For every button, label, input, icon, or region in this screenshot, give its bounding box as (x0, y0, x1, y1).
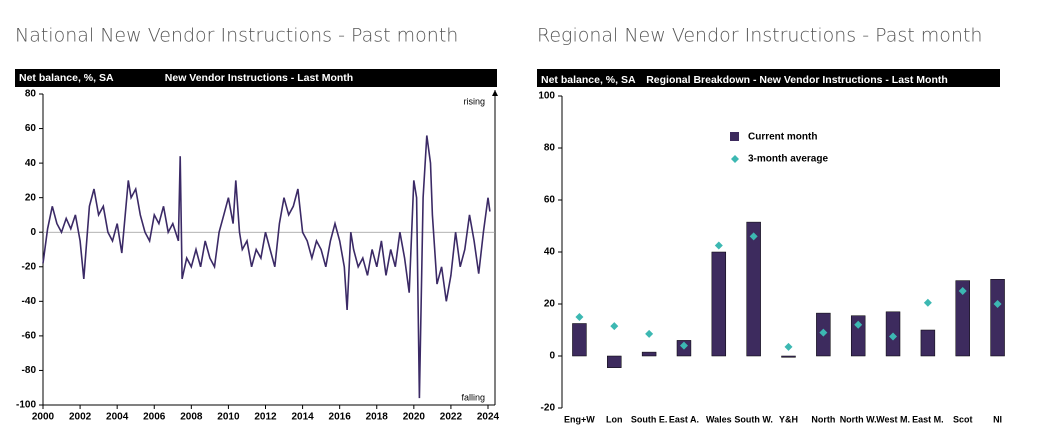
x-tick-label: East M. (912, 414, 944, 424)
heading: National New Vendor Instructions - Past … (15, 25, 458, 47)
legend-label: Current month (748, 132, 817, 143)
y-label: Net balance, %, SA (19, 72, 114, 84)
marker (854, 320, 863, 329)
bar (711, 251, 727, 357)
y-tick-label: 60 (25, 123, 37, 134)
arrow (492, 90, 498, 96)
x-tick-label: Wales (706, 414, 732, 424)
bar (641, 351, 657, 357)
x-tick-label: West M. (876, 414, 910, 424)
marker (923, 298, 932, 307)
x-tick-label: South E. (631, 414, 668, 424)
x-tick-label: 2006 (143, 412, 166, 423)
y-tick-label: 40 (25, 158, 37, 169)
legend-swatch (730, 132, 739, 141)
annotation: rising (463, 96, 485, 106)
y-tick-label: -80 (22, 365, 37, 376)
x-tick-label: 2018 (366, 412, 389, 423)
legend-label: 3-month average (748, 154, 828, 165)
marker (889, 332, 898, 341)
x-tick-label: 2022 (440, 412, 463, 423)
x-tick-label: Eng+W (564, 414, 595, 424)
marker (993, 300, 1002, 308)
x-tick-label: 2008 (180, 412, 203, 423)
annotation: falling (461, 392, 485, 402)
y-tick-label: -20 (541, 403, 556, 414)
x-tick-label: North (811, 414, 835, 424)
y-tick-label: -40 (22, 296, 37, 307)
marker (645, 329, 654, 338)
chart-title: New Vendor Instructions - Last Month (165, 72, 353, 84)
y-tick-label: 80 (25, 89, 37, 100)
bar (572, 323, 587, 357)
header-bar (15, 69, 497, 87)
x-tick-label: 2000 (32, 412, 55, 423)
y-tick-label: -20 (22, 261, 37, 272)
y-tick-label: 80 (544, 143, 556, 154)
chart-title: Regional Breakdown - New Vendor Instruct… (646, 74, 948, 86)
x-tick-label: North W. (840, 414, 877, 424)
y-tick-label: 0 (549, 351, 555, 362)
x-tick-label: 2002 (69, 412, 92, 423)
x-tick-label: Y&H (779, 414, 798, 424)
marker (575, 313, 584, 321)
y-tick-label: 20 (25, 192, 37, 203)
marker (679, 341, 688, 350)
header-bar (537, 69, 1000, 87)
legend-swatch (731, 155, 739, 163)
x-tick-label: Scot (953, 414, 973, 424)
y-label: Net balance, %, SA (541, 74, 636, 86)
x-tick-label: 2016 (329, 412, 352, 423)
marker (958, 287, 967, 295)
x-tick-label: 2014 (291, 412, 314, 423)
marker (784, 342, 793, 351)
x-tick-label: 2012 (254, 412, 277, 423)
x-tick-label: East A. (669, 414, 699, 424)
bar (850, 315, 866, 357)
y-tick-label: -60 (22, 331, 37, 342)
bar (781, 355, 796, 358)
heading: Regional New Vendor Instructions - Past … (537, 25, 982, 47)
x-tick-label: South W. (734, 414, 773, 424)
line (42, 135, 491, 399)
y-tick-label: 40 (544, 247, 556, 258)
y-tick-label: 60 (544, 195, 556, 206)
y-tick-label: 20 (544, 299, 556, 310)
bar (955, 280, 970, 357)
x-tick-label: Lon (606, 414, 623, 424)
bar (920, 329, 936, 357)
x-tick-label: 2010 (217, 412, 240, 423)
bar (990, 279, 1005, 357)
marker (610, 322, 619, 331)
x-tick-label: 2020 (403, 412, 426, 423)
x-tick-label: NI (993, 414, 1002, 424)
bar (607, 355, 622, 368)
y-tick-label: -100 (16, 400, 36, 411)
marker (749, 232, 758, 241)
marker (819, 328, 828, 337)
x-tick-label: 2024 (477, 412, 500, 423)
x-tick-label: 2004 (106, 412, 129, 423)
y-tick-label: 0 (30, 227, 36, 238)
bar (746, 221, 761, 357)
marker (714, 241, 723, 250)
y-tick-label: 100 (538, 91, 555, 102)
